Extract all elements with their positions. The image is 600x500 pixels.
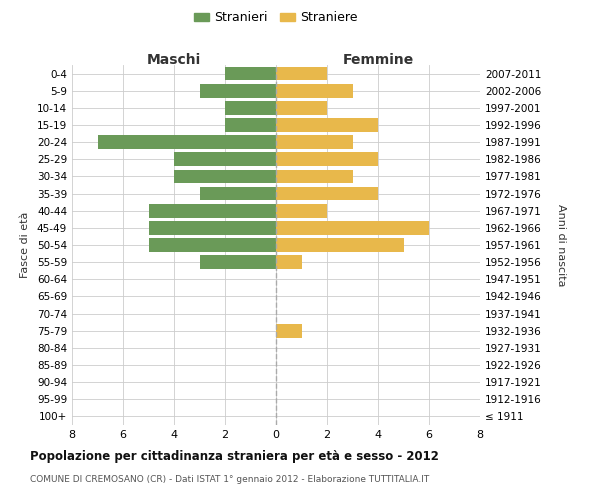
Bar — [276, 136, 353, 149]
Bar — [276, 170, 353, 183]
Bar — [199, 84, 276, 98]
Legend: Stranieri, Straniere: Stranieri, Straniere — [189, 6, 363, 30]
Bar — [276, 221, 429, 234]
Bar — [225, 66, 276, 80]
Bar — [174, 170, 276, 183]
Bar — [149, 204, 276, 218]
Y-axis label: Fasce di età: Fasce di età — [20, 212, 30, 278]
Text: Maschi: Maschi — [147, 53, 201, 67]
Bar — [225, 118, 276, 132]
Bar — [199, 186, 276, 200]
Bar — [199, 256, 276, 269]
Bar — [276, 186, 378, 200]
Bar — [149, 221, 276, 234]
Bar — [276, 66, 327, 80]
Text: COMUNE DI CREMOSANO (CR) - Dati ISTAT 1° gennaio 2012 - Elaborazione TUTTITALIA.: COMUNE DI CREMOSANO (CR) - Dati ISTAT 1°… — [30, 475, 429, 484]
Bar — [276, 152, 378, 166]
Bar — [149, 238, 276, 252]
Bar — [276, 101, 327, 114]
Bar — [276, 256, 302, 269]
Bar — [276, 84, 353, 98]
Text: Popolazione per cittadinanza straniera per età e sesso - 2012: Popolazione per cittadinanza straniera p… — [30, 450, 439, 463]
Bar — [174, 152, 276, 166]
Bar — [276, 324, 302, 338]
Bar — [276, 204, 327, 218]
Bar — [276, 118, 378, 132]
Bar — [276, 238, 404, 252]
Bar — [97, 136, 276, 149]
Y-axis label: Anni di nascita: Anni di nascita — [556, 204, 566, 286]
Text: Femmine: Femmine — [343, 53, 413, 67]
Bar — [225, 101, 276, 114]
